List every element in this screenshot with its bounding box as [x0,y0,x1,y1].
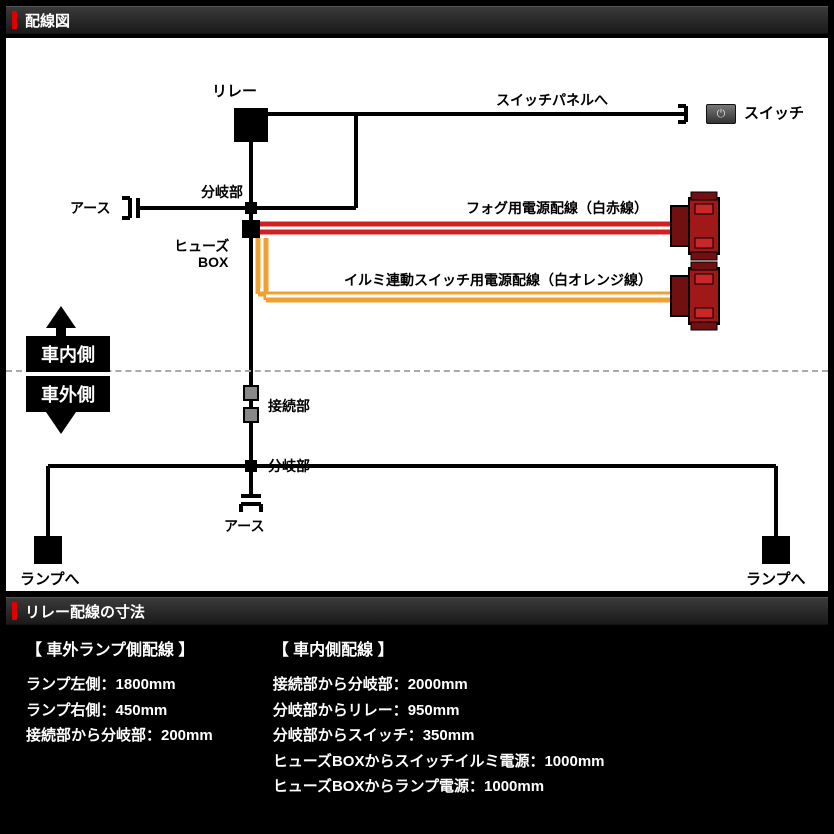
dims-int-0: 接続部から分岐部：2000mm [273,672,605,698]
dims-interior-col: 【 車内側配線 】 接続部から分岐部：2000mm 分岐部からリレー：950mm… [273,637,605,800]
label-lamp-left: ランプへ [20,568,80,589]
section-title-dims: リレー配線の寸法 [25,601,145,622]
dims-exterior-title: 【 車外ランプ側配線 】 [26,637,213,664]
label-joint: 接続部 [268,396,310,416]
label-switch-panel: スイッチパネルへ [496,90,608,110]
switch-button-icon: ⏻ [706,104,736,124]
label-fog-power: フォグ用電源配線（白赤線） [466,198,648,218]
label-relay: リレー [212,80,257,101]
dims-ext-2: 接続部から分岐部：200mm [26,723,213,749]
section-title: 配線図 [25,10,70,31]
section-header-dims: リレー配線の寸法 [6,597,828,625]
tag-interior: 車内側 [26,336,110,372]
label-fusebox-2: BOX [198,254,228,270]
label-branch2: 分岐部 [268,456,310,476]
label-illumi-power: イルミ連動スイッチ用電源配線（白オレンジ線） [344,270,652,290]
dims-ext-1: ランプ右側：450mm [26,698,213,724]
label-earth2: アース [224,516,264,536]
label-fusebox-1: ヒューズ [174,236,229,256]
dims-int-2: 分岐部からスイッチ：350mm [273,723,605,749]
accent-bar-icon [12,11,17,29]
interior-exterior-divider [6,370,828,372]
dims-int-1: 分岐部からリレー：950mm [273,698,605,724]
label-switch: スイッチ [744,102,804,123]
dimensions-block: 【 車外ランプ側配線 】 ランプ左側：1800mm ランプ右側：450mm 接続… [6,629,828,808]
label-lamp-right: ランプへ [746,568,806,589]
wiring-svg [6,38,828,591]
dims-exterior-col: 【 車外ランプ側配線 】 ランプ左側：1800mm ランプ右側：450mm 接続… [26,637,213,800]
dims-interior-title: 【 車内側配線 】 [273,637,605,664]
label-earth: アース [70,198,110,218]
dims-int-4: ヒューズBOXからランプ電源：1000mm [273,774,605,800]
section-header-diagram: 配線図 [6,6,828,34]
dims-ext-0: ランプ左側：1800mm [26,672,213,698]
label-branch: 分岐部 [201,182,243,202]
dims-int-3: ヒューズBOXからスイッチイルミ電源：1000mm [273,749,605,775]
accent-bar-icon [12,602,17,620]
wiring-diagram: リレー スイッチパネルへ ⏻ スイッチ 分岐部 アース ヒューズ BOX フォグ… [6,38,828,591]
tag-exterior: 車外側 [26,376,110,412]
